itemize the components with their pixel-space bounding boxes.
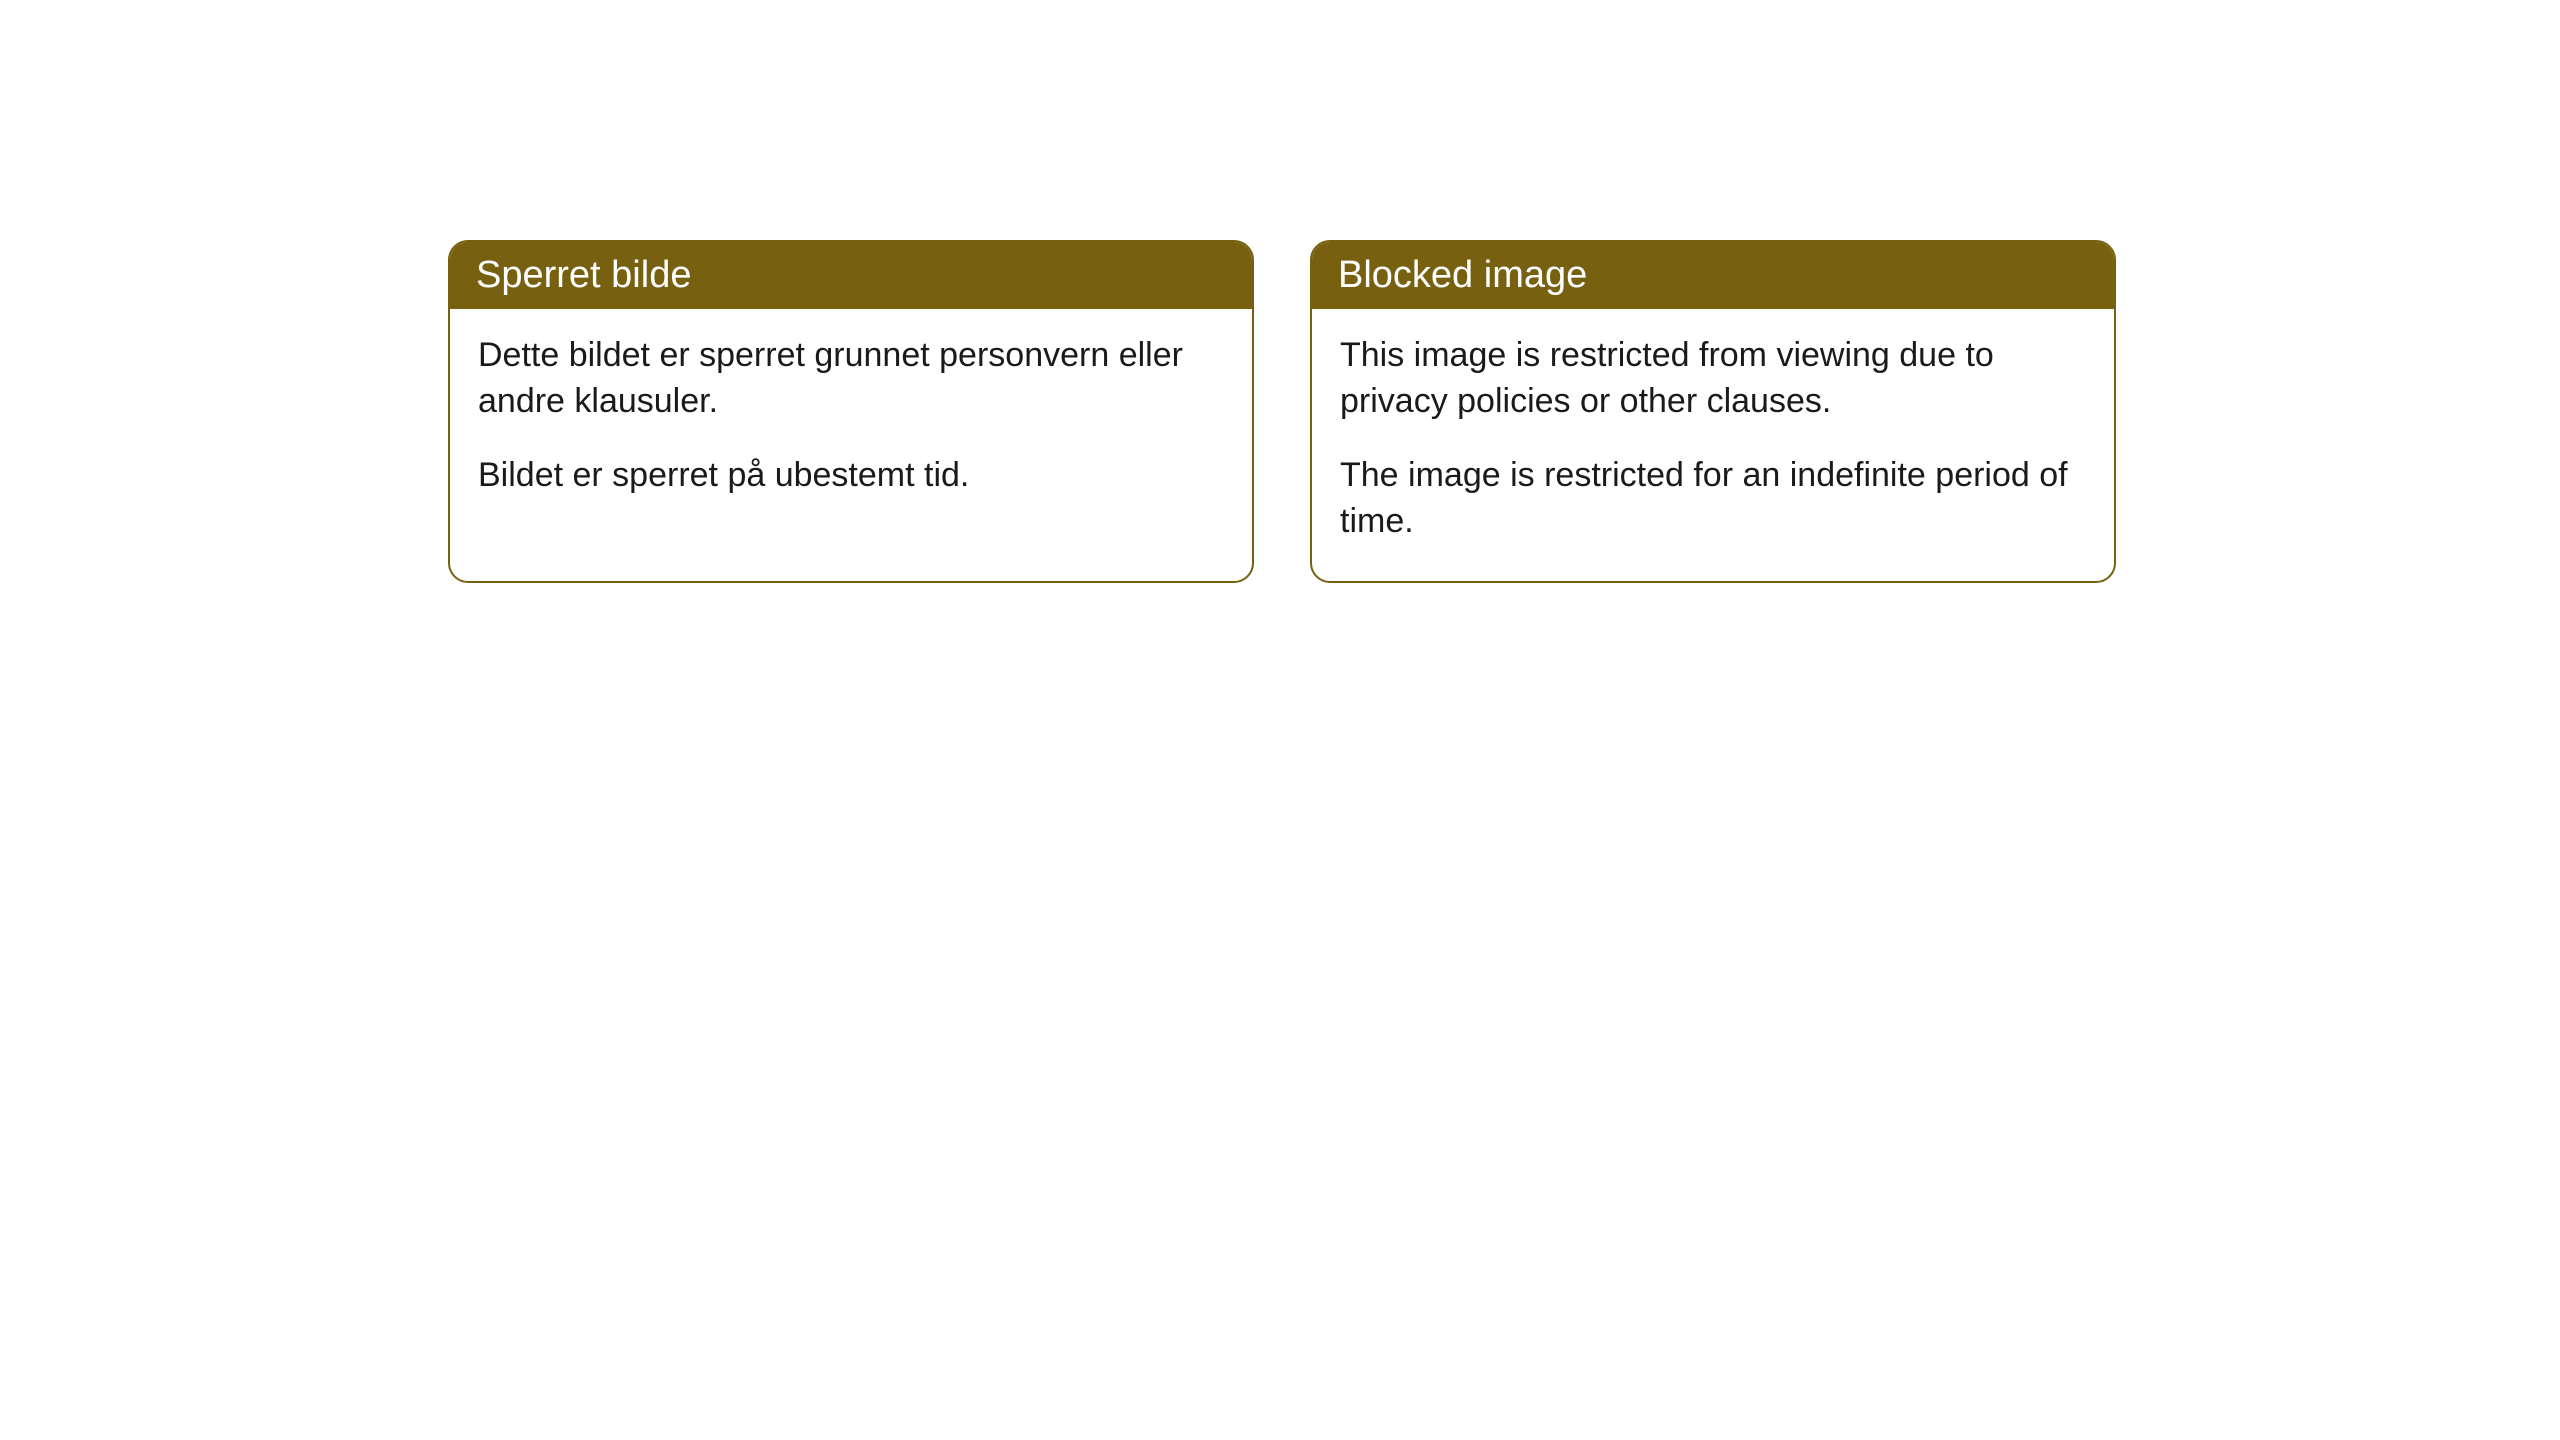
notice-container: Sperret bilde Dette bildet er sperret gr… (448, 240, 2116, 583)
notice-header: Blocked image (1312, 242, 2114, 309)
notice-card-english: Blocked image This image is restricted f… (1310, 240, 2116, 583)
notice-body: Dette bildet er sperret grunnet personve… (450, 309, 1252, 535)
notice-paragraph-1: This image is restricted from viewing du… (1340, 333, 2086, 425)
notice-paragraph-2: Bildet er sperret på ubestemt tid. (478, 453, 1224, 499)
notice-body: This image is restricted from viewing du… (1312, 309, 2114, 581)
notice-paragraph-2: The image is restricted for an indefinit… (1340, 453, 2086, 545)
notice-header: Sperret bilde (450, 242, 1252, 309)
notice-paragraph-1: Dette bildet er sperret grunnet personve… (478, 333, 1224, 425)
notice-card-norwegian: Sperret bilde Dette bildet er sperret gr… (448, 240, 1254, 583)
